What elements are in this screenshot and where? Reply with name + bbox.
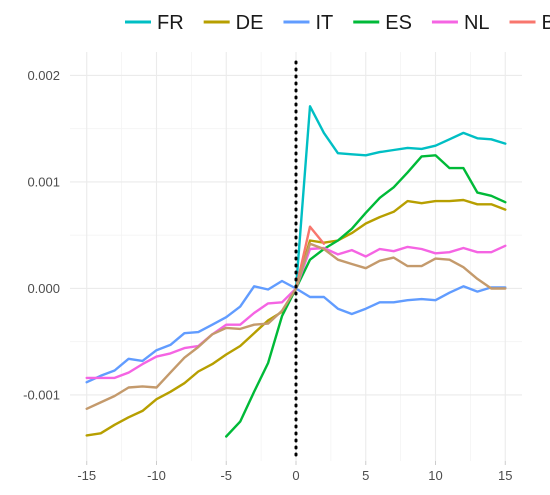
legend-label: ES	[385, 12, 412, 34]
legend-item-be: BE	[509, 12, 550, 34]
x-tick-label: 15	[498, 468, 512, 483]
series-line-be	[294, 225, 326, 290]
legend-item-it: IT	[283, 12, 333, 34]
legend-item-nl: NL	[431, 12, 490, 34]
x-tick-label: 5	[362, 468, 369, 483]
y-axis-ticks: -0.001 0.000 0.001 0.002	[23, 68, 60, 403]
y-tick-label: 0.001	[27, 174, 60, 189]
legend-label: DE	[236, 12, 264, 34]
legend-item-de: DE	[203, 12, 264, 34]
x-tick-label: -10	[147, 468, 166, 483]
legend-label: FR	[157, 12, 184, 34]
legend-label: NL	[464, 12, 490, 34]
x-tick-label: -5	[220, 468, 232, 483]
y-tick-label: 0.000	[27, 281, 60, 296]
legend: FR DE IT ES NL BE	[125, 12, 550, 34]
x-axis-ticks: -15 -10 -5 0 5 10 15	[77, 461, 512, 483]
y-tick-label: 0.002	[27, 68, 60, 83]
x-tick-label: 10	[428, 468, 442, 483]
legend-item-fr: FR	[125, 12, 184, 34]
series-line-es	[224, 154, 507, 438]
x-tick-label: -15	[77, 468, 96, 483]
legend-item-es: ES	[353, 12, 412, 34]
legend-label: BE	[542, 12, 550, 34]
series-line-fr	[294, 105, 507, 290]
y-tick-label: -0.001	[23, 387, 60, 402]
legend-label: IT	[315, 12, 333, 34]
x-tick-label: 0	[292, 468, 299, 483]
